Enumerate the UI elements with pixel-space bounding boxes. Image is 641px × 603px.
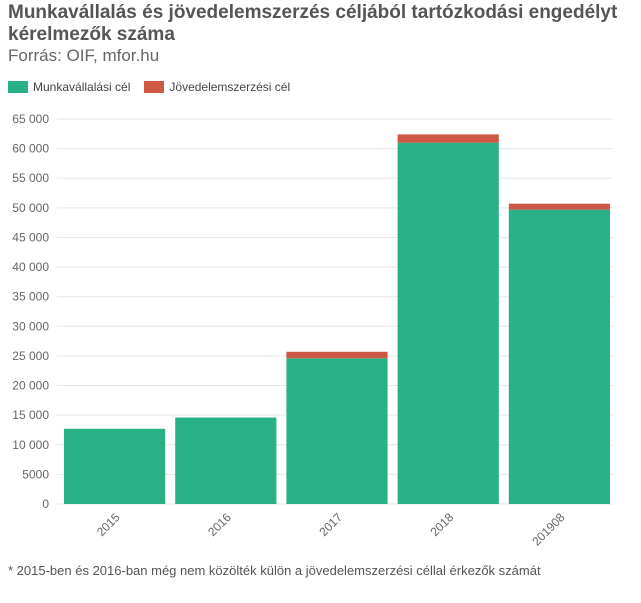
bar-work[interactable] xyxy=(286,358,388,504)
y-tick-label: 10 000 xyxy=(12,438,49,452)
y-tick-label: 55 000 xyxy=(12,171,49,185)
y-tick-label: 0 xyxy=(42,497,49,511)
bar-income[interactable] xyxy=(286,351,388,359)
legend-item-work[interactable]: Munkavállalási cél xyxy=(8,80,130,94)
y-tick-label: 60 000 xyxy=(12,142,49,156)
legend-label-work: Munkavállalási cél xyxy=(33,80,131,94)
y-tick-label: 50 000 xyxy=(12,201,49,215)
y-tick-label: 5000 xyxy=(22,467,49,481)
legend-item-income[interactable]: Jövedelemszerzési cél xyxy=(144,80,290,94)
bar-income[interactable] xyxy=(397,134,499,143)
y-tick-label: 20 000 xyxy=(12,379,49,393)
bar-work[interactable] xyxy=(64,428,166,504)
legend-swatch-work xyxy=(8,81,28,93)
chart-subtitle: Forrás: OIF, mfor.hu xyxy=(8,46,160,65)
y-tick-label: 15 000 xyxy=(12,408,49,422)
y-tick-label: 65 000 xyxy=(12,112,49,126)
y-tick-label: 45 000 xyxy=(12,230,49,244)
chart-title: Munkavállalás és jövedelemszerzés céljáb… xyxy=(8,2,618,45)
x-tick-label: 2017 xyxy=(316,510,345,539)
x-tick-label: 2016 xyxy=(205,510,234,539)
y-tick-label: 30 000 xyxy=(12,319,49,333)
legend-swatch-income xyxy=(144,81,165,93)
x-tick-label: 2015 xyxy=(94,510,123,539)
bar-income[interactable] xyxy=(508,203,610,210)
y-tick-label: 40 000 xyxy=(12,260,49,274)
y-tick-label: 25 000 xyxy=(12,349,49,363)
y-tick-label: 35 000 xyxy=(12,290,49,304)
footnote: * 2015-ben és 2016-ban még nem közölték … xyxy=(8,563,541,578)
bar-work[interactable] xyxy=(508,209,610,504)
x-tick-label: 201908 xyxy=(529,510,567,548)
x-tick-label: 2018 xyxy=(428,510,457,539)
bar-work[interactable] xyxy=(397,142,499,504)
legend-label-income: Jövedelemszerzési cél xyxy=(169,80,291,94)
bar-work[interactable] xyxy=(175,417,277,504)
legend: Munkavállalási cél Jövedelemszerzési cél xyxy=(8,80,290,94)
